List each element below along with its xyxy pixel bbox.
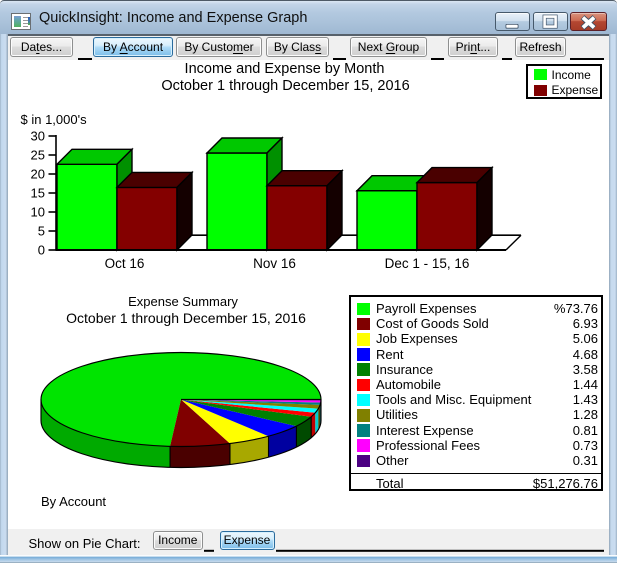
svg-text:$ in 1,000's: $ in 1,000's [21,112,88,127]
svg-text:0: 0 [38,243,45,258]
svg-text:20: 20 [31,167,45,182]
svg-text:5: 5 [38,224,45,239]
svg-text:25: 25 [31,148,45,163]
svg-text:Nov 16: Nov 16 [253,256,296,271]
svg-text:30: 30 [31,129,45,144]
svg-text:Oct 16: Oct 16 [105,256,145,271]
svg-text:10: 10 [31,205,45,220]
svg-text:15: 15 [31,186,45,201]
svg-text:Dec 1 - 15, 16: Dec 1 - 15, 16 [385,256,470,271]
